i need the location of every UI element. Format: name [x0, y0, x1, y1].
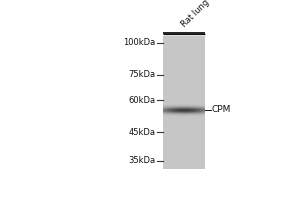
Text: 100kDa: 100kDa — [123, 38, 155, 47]
Text: 75kDa: 75kDa — [128, 70, 155, 79]
Text: CPM: CPM — [212, 105, 231, 114]
Text: Rat lung: Rat lung — [180, 0, 211, 29]
Text: 45kDa: 45kDa — [128, 128, 155, 137]
Text: 35kDa: 35kDa — [128, 156, 155, 165]
Text: 60kDa: 60kDa — [128, 96, 155, 105]
